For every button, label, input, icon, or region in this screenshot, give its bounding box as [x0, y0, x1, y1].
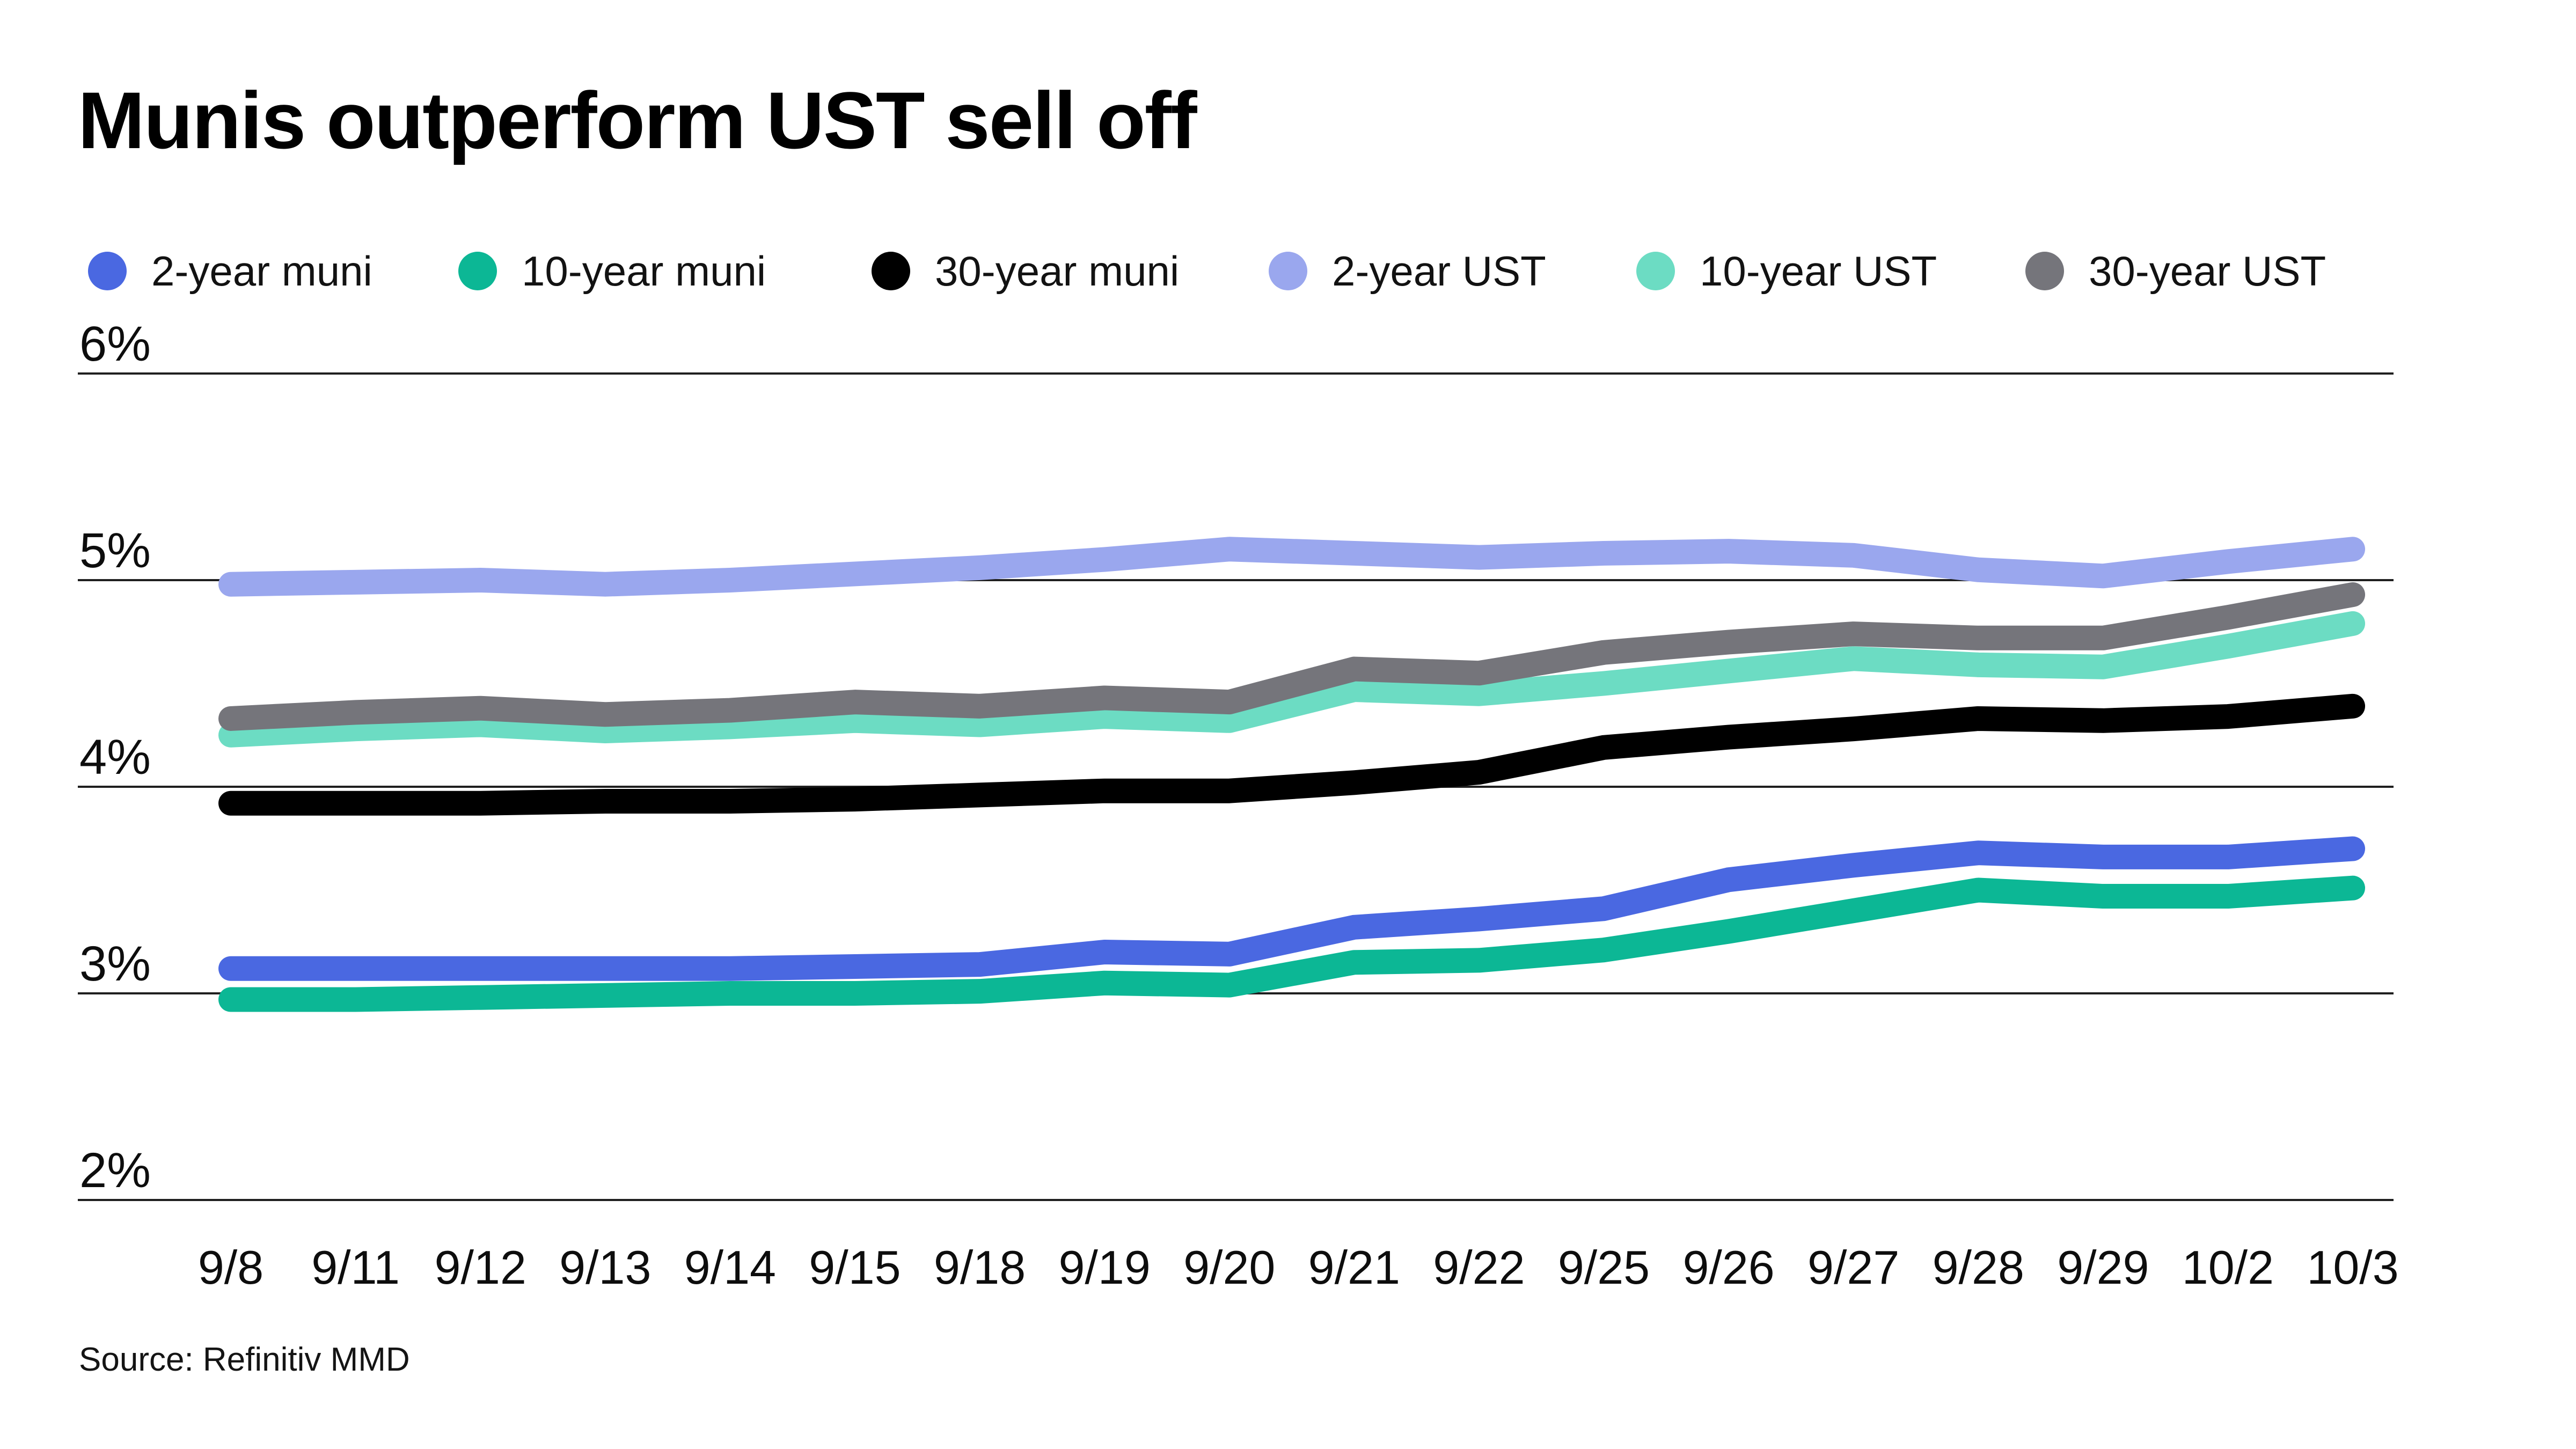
- x-tick-label: 9/18: [934, 1241, 1026, 1294]
- x-tick-label: 10/3: [2307, 1241, 2398, 1294]
- legend-swatch-icon: [88, 252, 127, 290]
- legend-item-10-year-ust: 10-year UST: [1636, 247, 1937, 295]
- legend-label: 2-year UST: [1332, 247, 1546, 295]
- legend-label: 2-year muni: [151, 247, 372, 295]
- legend-item-10-year-muni: 10-year muni: [458, 247, 766, 295]
- series-line-10-year-muni: [218, 875, 2366, 1012]
- x-tick-label: 9/19: [1058, 1241, 1150, 1294]
- y-tick-label: 5%: [79, 523, 151, 578]
- legend-label: 30-year UST: [2089, 247, 2326, 295]
- series-line-30-year-muni: [218, 693, 2366, 816]
- series-line-2-year-ust: [218, 537, 2366, 597]
- x-tick-label: 9/13: [559, 1241, 651, 1294]
- source-note: Source: Refinitiv MMD: [79, 1341, 410, 1378]
- legend-label: 10-year muni: [522, 247, 766, 295]
- y-tick-label: 6%: [79, 317, 151, 371]
- legend-label: 10-year UST: [1700, 247, 1937, 295]
- x-tick-label: 9/21: [1308, 1241, 1400, 1294]
- legend-swatch-icon: [872, 252, 910, 290]
- y-tick-label: 2%: [79, 1143, 151, 1198]
- legend-item-30-year-muni: 30-year muni: [872, 247, 1179, 295]
- x-tick-label: 9/27: [1807, 1241, 1899, 1294]
- x-tick-label: 9/28: [1933, 1241, 2024, 1294]
- x-tick-label: 9/8: [198, 1241, 264, 1294]
- legend-item-2-year-ust: 2-year UST: [1269, 247, 1546, 295]
- legend-swatch-icon: [2025, 252, 2064, 290]
- x-tick-label: 9/20: [1183, 1241, 1275, 1294]
- x-tick-label: 9/14: [684, 1241, 776, 1294]
- legend-item-2-year-muni: 2-year muni: [88, 247, 372, 295]
- series-line-30-year-ust: [218, 582, 2366, 731]
- legend-label: 30-year muni: [935, 247, 1180, 295]
- y-tick-label: 3%: [79, 936, 151, 991]
- legend-swatch-icon: [458, 252, 497, 290]
- x-tick-label: 9/15: [809, 1241, 901, 1294]
- x-tick-label: 9/25: [1558, 1241, 1650, 1294]
- series-line-10-year-ust: [218, 611, 2366, 748]
- chart-title: Munis outperform UST sell off: [78, 75, 1197, 165]
- legend-swatch-icon: [1269, 252, 1307, 290]
- x-tick-label: 9/29: [2057, 1241, 2149, 1294]
- legend-swatch-icon: [1636, 252, 1675, 290]
- series-line-2-year-muni: [218, 836, 2366, 981]
- x-tick-label: 9/11: [311, 1241, 400, 1294]
- y-tick-label: 4%: [79, 730, 151, 785]
- x-tick-label: 10/2: [2182, 1241, 2274, 1294]
- legend-item-30-year-ust: 30-year UST: [2025, 247, 2326, 295]
- x-tick-label: 9/26: [1682, 1241, 1774, 1294]
- x-tick-label: 9/22: [1433, 1241, 1525, 1294]
- x-tick-label: 9/12: [435, 1241, 526, 1294]
